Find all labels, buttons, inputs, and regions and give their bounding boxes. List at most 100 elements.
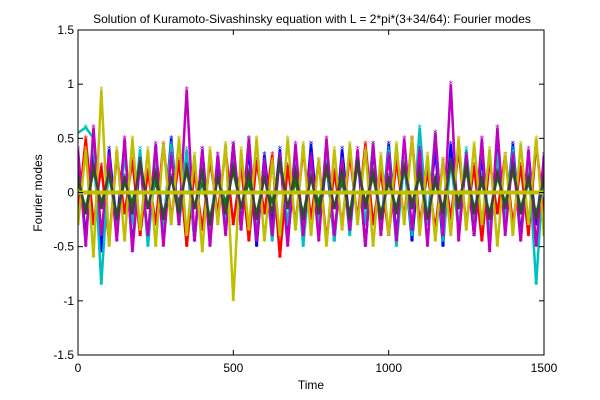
data-point: * (91, 254, 96, 264)
data-point: * (394, 156, 399, 166)
data-point: * (324, 134, 329, 144)
data-point: * (332, 145, 337, 155)
data-point: * (534, 221, 539, 231)
data-point: * (417, 232, 422, 242)
data-point: * (285, 134, 290, 144)
data-point: * (301, 232, 306, 242)
data-point: * (534, 281, 539, 291)
x-tick-label: 0 (75, 361, 82, 375)
data-point: * (262, 237, 267, 247)
x-tick-label: 500 (223, 361, 243, 375)
data-point: * (231, 221, 236, 231)
data-point: * (542, 172, 547, 182)
data-point: * (130, 248, 135, 258)
data-point: * (472, 210, 477, 220)
data-point: * (425, 151, 430, 161)
data-point: * (247, 178, 252, 188)
data-point: * (192, 205, 197, 215)
data-point: * (177, 221, 182, 231)
data-point: * (340, 156, 345, 166)
data-point: * (130, 221, 135, 231)
data-point: * (169, 151, 174, 161)
data-point: * (317, 156, 322, 166)
data-point: * (122, 172, 127, 182)
data-point: * (169, 221, 174, 231)
data-point: * (526, 232, 531, 242)
data-point: * (371, 243, 376, 253)
data-point: * (542, 151, 547, 161)
data-point: * (480, 172, 485, 182)
data-point: * (223, 199, 228, 209)
data-point: * (480, 221, 485, 231)
data-point: * (456, 205, 461, 215)
x-tick-label: 1500 (531, 361, 558, 375)
data-point: * (480, 237, 485, 247)
data-point: * (394, 243, 399, 253)
data-point: * (332, 167, 337, 177)
data-point: * (503, 232, 508, 242)
data-point: * (379, 151, 384, 161)
data-point: * (309, 172, 314, 182)
data-point: * (324, 161, 329, 171)
data-point: * (464, 145, 469, 155)
data-point: * (417, 145, 422, 155)
data-point: * (441, 243, 446, 253)
data-point: * (386, 232, 391, 242)
data-point: * (270, 232, 275, 242)
series-8: * * * * * * * (78, 189, 544, 199)
data-point: * (231, 140, 236, 150)
y-tick-label: -1.5 (53, 348, 74, 362)
data-point: * (309, 189, 314, 199)
data-point: * (231, 161, 236, 171)
data-point: * (417, 167, 422, 177)
data-point: * (371, 140, 376, 150)
data-point: * (309, 140, 314, 150)
data-point: * (449, 80, 454, 90)
data-point: * (317, 210, 322, 220)
data-point: * (138, 145, 143, 155)
data-point: * (84, 124, 89, 134)
data-point: * (278, 156, 283, 166)
data-point: * (526, 145, 531, 155)
data-point: * (363, 205, 368, 215)
data-point: * (138, 232, 143, 242)
data-point: * (487, 248, 492, 258)
data-point: * (278, 232, 283, 242)
data-point: * (285, 243, 290, 253)
data-point: * (293, 167, 298, 177)
data-point: * (495, 151, 500, 161)
data-point: * (200, 167, 205, 177)
data-point: * (511, 232, 516, 242)
data-point: * (394, 140, 399, 150)
data-point: * (208, 243, 213, 253)
y-tick-label: -1 (63, 294, 74, 308)
data-point: * (247, 226, 252, 236)
data-point: * (402, 156, 407, 166)
data-point: * (76, 221, 81, 231)
data-point: * (192, 237, 197, 247)
data-point: * (285, 221, 290, 231)
data-point: * (402, 134, 407, 144)
data-point: * (348, 226, 353, 236)
data-point: * (161, 216, 166, 226)
data-point: * (254, 243, 259, 253)
data-point: * (425, 167, 430, 177)
data-point: * (270, 237, 275, 247)
data-point: * (208, 145, 213, 155)
data-point: * (495, 145, 500, 155)
series-line-6 (78, 89, 544, 301)
data-point: * (146, 205, 151, 215)
data-point: * (410, 237, 415, 247)
data-point: * (200, 145, 205, 155)
data-point: * (285, 205, 290, 215)
data-point: * (386, 145, 391, 155)
data-point: * (192, 237, 197, 247)
data-point: * (363, 221, 368, 231)
data-point: * (192, 205, 197, 215)
data-point: * (340, 178, 345, 188)
data-point: * (254, 237, 259, 247)
data-point: * (270, 156, 275, 166)
data-point: * (394, 237, 399, 247)
